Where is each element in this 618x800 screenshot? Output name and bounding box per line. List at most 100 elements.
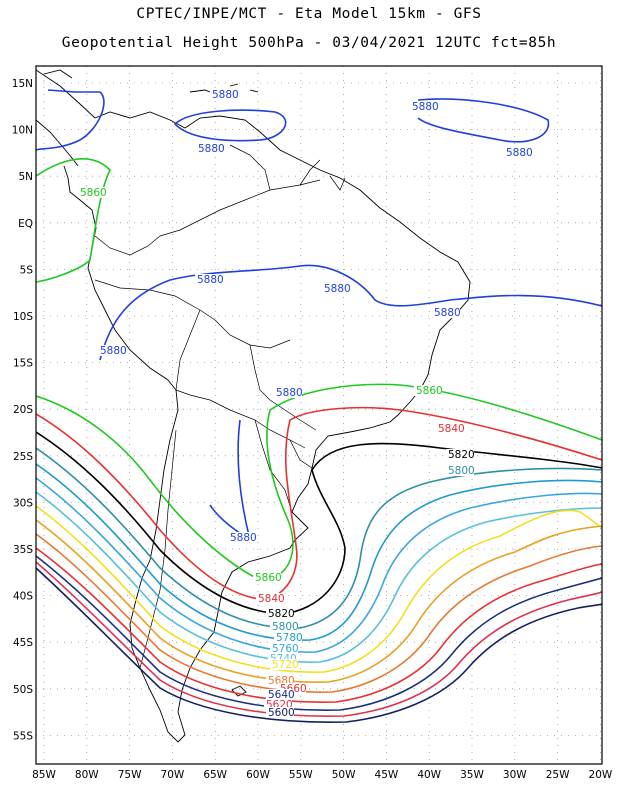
contour-label: 5860 bbox=[80, 187, 107, 199]
contour-5640 bbox=[36, 555, 602, 711]
lat-tick-label: EQ bbox=[18, 218, 33, 230]
contour-label: 5840 bbox=[438, 423, 465, 435]
country-borders bbox=[94, 144, 346, 669]
lat-tick-label: 10S bbox=[13, 311, 33, 323]
lat-tick-label: 15S bbox=[13, 358, 33, 370]
contour-label-bg bbox=[274, 632, 302, 643]
contour-label-bg bbox=[432, 307, 460, 318]
contour-label: 5880 bbox=[276, 387, 303, 399]
contour-label-bg bbox=[266, 707, 294, 718]
lat-tick-label: 35S bbox=[13, 544, 33, 556]
contour-label: 5880 bbox=[434, 307, 461, 319]
lat-tick-label: 5S bbox=[20, 264, 34, 276]
falklands bbox=[231, 685, 247, 697]
axis-ticks: 15N 10N 5N EQ 5S 10S 15S 20S 25S 30S 35S 40S 45S 50S 5… bbox=[12, 78, 613, 781]
lon-tick-label: 35W bbox=[460, 769, 484, 781]
contour-label: 5800 bbox=[448, 465, 475, 477]
contour-label-bg bbox=[195, 274, 223, 285]
contour-label-bg bbox=[414, 385, 442, 396]
contour-label-bg bbox=[504, 147, 532, 158]
contour-5800 bbox=[36, 447, 602, 629]
lon-tick-label: 40W bbox=[417, 769, 441, 781]
lat-tick-label: 25S bbox=[13, 451, 33, 463]
contour-label: 5880 bbox=[100, 345, 127, 357]
contour-label-bg bbox=[196, 143, 224, 154]
contour-label-bg bbox=[228, 532, 256, 543]
lat-tick-label: 45S bbox=[13, 637, 33, 649]
lon-tick-label: 20W bbox=[589, 769, 613, 781]
contour-label-bg bbox=[270, 659, 298, 670]
lat-tick-label: 10N bbox=[12, 125, 33, 137]
south-america-coastline bbox=[36, 69, 471, 743]
contour-label-bg bbox=[274, 387, 302, 398]
height-contours bbox=[36, 89, 602, 724]
lat-tick-label: 5N bbox=[18, 171, 33, 183]
title-line-2: Geopotential Height 500hPa - 03/04/2021 … bbox=[61, 35, 557, 51]
contour-label: 5880 bbox=[506, 147, 533, 159]
contour-5820 bbox=[36, 431, 602, 615]
contour-5880-north bbox=[173, 109, 287, 142]
contour-label-bg bbox=[266, 689, 294, 700]
contour-label: 5880 bbox=[212, 89, 239, 101]
contour-label-bg bbox=[322, 283, 350, 294]
contour-5880-atlantic bbox=[417, 98, 550, 143]
lat-tick-label: 20S bbox=[13, 404, 33, 416]
contour-label-bg bbox=[270, 621, 298, 632]
contour-label-bg bbox=[266, 675, 294, 686]
contour-5680 bbox=[36, 533, 602, 693]
contour-5700 bbox=[36, 519, 602, 683]
lon-tick-label: 75W bbox=[118, 769, 142, 781]
lon-tick-label: 70W bbox=[161, 769, 185, 781]
contour-label-bg bbox=[278, 683, 306, 694]
lat-tick-label: 15N bbox=[12, 78, 33, 90]
contour-label: 5720 bbox=[272, 659, 299, 671]
contour-label-bg bbox=[268, 653, 296, 664]
lon-tick-label: 85W bbox=[32, 769, 56, 781]
contour-label-bg bbox=[264, 699, 292, 710]
lon-tick-label: 60W bbox=[246, 769, 270, 781]
contour-label-bg bbox=[78, 187, 106, 198]
contour-5620 bbox=[36, 561, 602, 718]
lon-tick-label: 25W bbox=[546, 769, 570, 781]
contour-5720 bbox=[36, 505, 602, 673]
map-frame-background bbox=[36, 66, 602, 764]
lon-tick-label: 30W bbox=[503, 769, 527, 781]
contour-5660 bbox=[36, 547, 602, 703]
contour-label: 5780 bbox=[276, 632, 303, 644]
contour-label-bg bbox=[436, 423, 464, 434]
gridlines bbox=[36, 66, 602, 764]
contour-label-bg bbox=[270, 643, 298, 654]
contour-label: 5880 bbox=[198, 143, 225, 155]
title-line-1: CPTEC/INPE/MCT - Eta Model 15km - GFS bbox=[136, 6, 482, 22]
lon-tick-label: 50W bbox=[332, 769, 356, 781]
contour-label-bg bbox=[266, 608, 294, 619]
contour-label-bg bbox=[253, 572, 281, 583]
lat-tick-label: 50S bbox=[13, 684, 33, 696]
contour-label: 5820 bbox=[268, 608, 295, 620]
contour-label-bg bbox=[410, 101, 438, 112]
coastlines bbox=[36, 69, 471, 743]
contour-label: 5860 bbox=[416, 385, 443, 397]
contour-label: 5760 bbox=[272, 643, 299, 655]
map-frame-border bbox=[35, 65, 603, 765]
contour-label: 5880 bbox=[230, 532, 257, 544]
contour-labels: 5880 5880 5880 5880 5880 5880 5880 5880 5880 5880… bbox=[78, 89, 533, 719]
contour-label: 5800 bbox=[272, 621, 299, 633]
contour-label: 5880 bbox=[324, 283, 351, 295]
contour-label: 5840 bbox=[258, 593, 285, 605]
contour-5740 bbox=[36, 491, 602, 663]
contour-5780 bbox=[36, 463, 602, 641]
contour-label: 5880 bbox=[197, 274, 224, 286]
lat-tick-label: 30S bbox=[13, 497, 33, 509]
lat-tick-label: 40S bbox=[13, 591, 33, 603]
contour-5840 bbox=[36, 406, 602, 601]
contour-5760 bbox=[36, 477, 602, 653]
contour-label: 5600 bbox=[268, 707, 295, 719]
contour-label: 5880 bbox=[412, 101, 439, 113]
lon-tick-label: 80W bbox=[75, 769, 99, 781]
lon-tick-label: 55W bbox=[289, 769, 313, 781]
contour-label-bg bbox=[446, 465, 474, 476]
lon-tick-label: 65W bbox=[203, 769, 227, 781]
contour-5600 bbox=[36, 567, 602, 724]
